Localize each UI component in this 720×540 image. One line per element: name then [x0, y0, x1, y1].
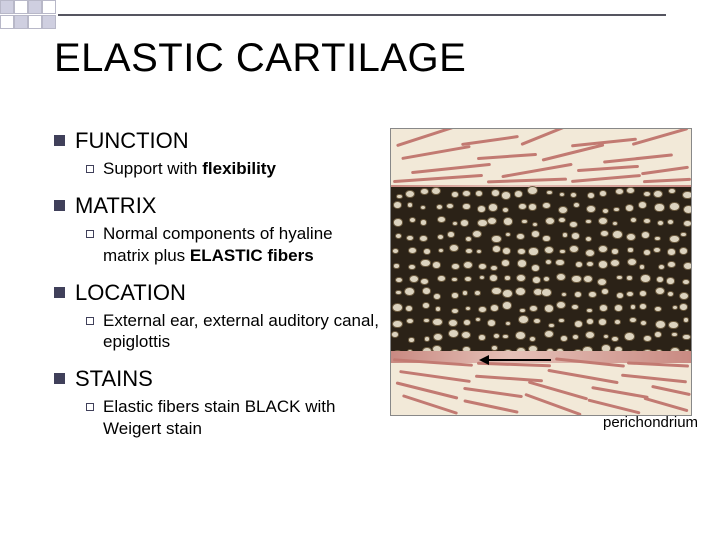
square-bullet-icon	[54, 373, 65, 384]
square-bullet-icon	[54, 200, 65, 211]
square-bullet-icon	[54, 135, 65, 146]
level2-item: Normal components of hyaline matrix plus…	[86, 223, 380, 266]
hollow-square-bullet-icon	[86, 230, 94, 238]
elastic-cartilage-matrix	[391, 187, 691, 359]
level2-label: External ear, external auditory canal, e…	[103, 310, 380, 353]
slide-title: ELASTIC CARTILAGE	[54, 36, 466, 81]
perichondrium-arrow	[481, 359, 551, 361]
level1-item: LOCATION	[54, 280, 380, 306]
level2-label: Elastic fibers stain BLACK with Weigert …	[103, 396, 380, 439]
level2-item: Elastic fibers stain BLACK with Weigert …	[86, 396, 380, 439]
level2-item: Support with flexibility	[86, 158, 380, 179]
level2-label: Support with flexibility	[103, 158, 276, 179]
level1-label: STAINS	[75, 366, 153, 392]
level1-item: STAINS	[54, 366, 380, 392]
level1-label: MATRIX	[75, 193, 156, 219]
square-bullet-icon	[54, 287, 65, 298]
level2-label: Normal components of hyaline matrix plus…	[103, 223, 380, 266]
level2-item: External ear, external auditory canal, e…	[86, 310, 380, 353]
corner-accent	[0, 0, 58, 30]
level1-item: FUNCTION	[54, 128, 380, 154]
content-outline: FUNCTION Support with flexibility MATRIX No…	[54, 128, 380, 453]
hollow-square-bullet-icon	[86, 317, 94, 325]
top-rule	[58, 14, 666, 16]
level1-label: LOCATION	[75, 280, 186, 306]
histology-figure	[390, 128, 692, 416]
connective-tissue-bottom	[391, 357, 691, 415]
connective-tissue-top	[391, 129, 691, 187]
hollow-square-bullet-icon	[86, 165, 94, 173]
perichondrium-label: perichondrium	[603, 414, 698, 431]
hollow-square-bullet-icon	[86, 403, 94, 411]
level1-label: FUNCTION	[75, 128, 189, 154]
level1-item: MATRIX	[54, 193, 380, 219]
